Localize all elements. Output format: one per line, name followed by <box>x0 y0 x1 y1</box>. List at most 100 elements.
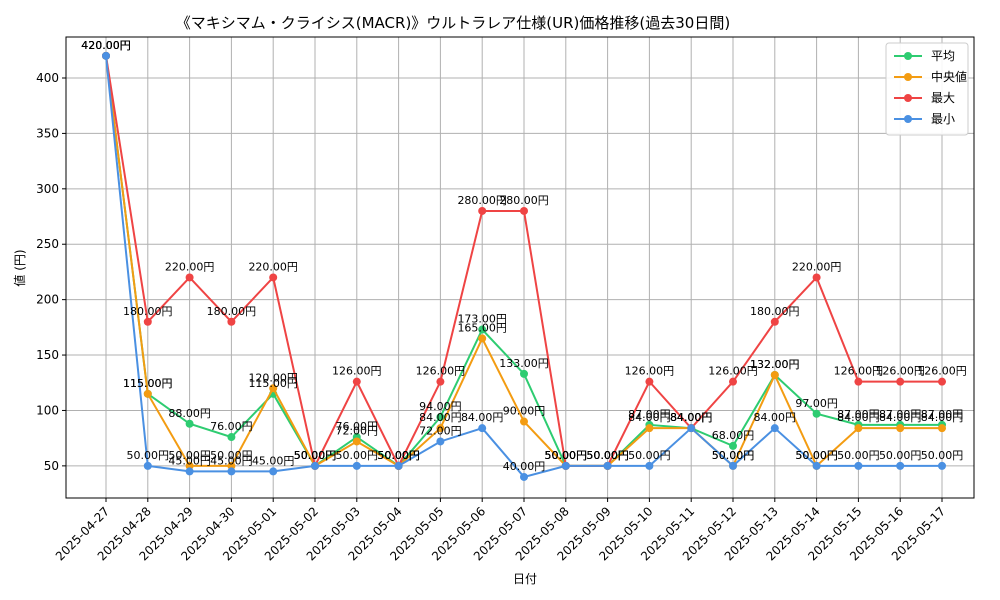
data-label: 87.00円 <box>879 408 922 421</box>
data-label: 50.00円 <box>377 449 420 462</box>
data-point <box>938 424 946 433</box>
data-label: 87.00円 <box>921 408 964 421</box>
data-point <box>687 424 696 433</box>
data-label: 180.00円 <box>750 305 800 318</box>
data-label: 50.00円 <box>545 449 588 462</box>
data-label: 420.00円 <box>81 39 131 52</box>
data-point <box>352 377 361 386</box>
data-label: 90.00円 <box>503 405 546 418</box>
data-label: 87.00円 <box>837 408 880 421</box>
data-point <box>812 409 821 418</box>
data-point <box>436 424 445 433</box>
data-point <box>896 377 905 386</box>
data-point <box>938 377 946 386</box>
data-label: 94.00円 <box>419 400 462 413</box>
data-label: 280.00円 <box>499 194 549 207</box>
data-point <box>812 461 821 470</box>
data-label: 115.00円 <box>123 377 173 390</box>
data-point <box>227 433 236 442</box>
chart-title: 《マキシマム・クライシス(MACR)》ウルトラレア仕様(UR)価格推移(過去30… <box>176 14 730 32</box>
data-label: 84.00円 <box>670 411 713 424</box>
data-label: 50.00円 <box>837 449 880 462</box>
data-label: 87.00円 <box>628 408 671 421</box>
data-point <box>352 461 361 470</box>
data-label: 84.00円 <box>670 411 713 424</box>
data-label: 126.00円 <box>332 365 382 378</box>
data-label: 180.00円 <box>123 305 173 318</box>
data-point <box>478 325 487 334</box>
data-label: 50.00円 <box>586 449 629 462</box>
data-label: 72.00円 <box>419 424 462 437</box>
data-point <box>896 461 905 470</box>
data-label: 72.00円 <box>336 424 379 437</box>
data-label: 126.00円 <box>416 365 466 378</box>
data-label: 126.00円 <box>625 365 675 378</box>
legend-marker <box>904 94 912 102</box>
data-label: 97.00円 <box>795 397 838 410</box>
y-tick-label: 100 <box>36 403 59 417</box>
data-point <box>227 317 236 326</box>
data-point <box>729 377 737 386</box>
data-point <box>227 467 236 476</box>
data-point <box>143 461 152 470</box>
data-label: 120.00円 <box>248 371 298 384</box>
data-label: 126.00円 <box>875 365 925 378</box>
legend-label: 中央値 <box>931 69 967 84</box>
data-point <box>185 273 194 282</box>
data-point <box>143 389 152 398</box>
data-point <box>436 413 445 422</box>
data-point <box>227 461 236 470</box>
data-label: 165.00円 <box>457 321 507 334</box>
legend-label: 平均 <box>931 49 955 63</box>
data-label: 50.00円 <box>210 449 253 462</box>
data-point <box>520 206 528 215</box>
data-point <box>938 461 946 470</box>
data-label: 50.00円 <box>336 449 379 462</box>
data-label: 84.00円 <box>921 411 964 424</box>
legend-label: 最大 <box>931 91 955 105</box>
data-label: 132.00円 <box>750 358 800 371</box>
data-point <box>854 424 863 433</box>
data-point <box>311 461 319 470</box>
data-label: 50.00円 <box>545 449 588 462</box>
data-label: 115.00円 <box>248 377 298 390</box>
data-label: 84.00円 <box>419 411 462 424</box>
data-label: 84.00円 <box>754 411 797 424</box>
data-labels: 420.00円115.00円88.00円76.00円115.00円50.00円7… <box>81 39 967 473</box>
data-point <box>394 461 403 470</box>
y-axis-title: 値 (円) <box>12 249 27 286</box>
y-tick-label: 50 <box>44 459 59 473</box>
data-label: 50.00円 <box>712 449 755 462</box>
data-label: 50.00円 <box>294 449 337 462</box>
data-label: 50.00円 <box>377 449 420 462</box>
data-label: 45.00円 <box>252 454 295 467</box>
data-point <box>770 317 779 326</box>
data-label: 45.00円 <box>168 454 211 467</box>
data-point <box>645 377 654 386</box>
legend-marker <box>904 115 912 123</box>
data-label: 220.00円 <box>165 260 215 273</box>
legend-box <box>885 42 969 136</box>
data-point <box>729 461 737 470</box>
plot-area-frame <box>65 36 975 499</box>
series-lines <box>102 51 946 481</box>
data-point <box>770 370 779 379</box>
data-label: 84.00円 <box>670 411 713 424</box>
data-label: 50.00円 <box>168 449 211 462</box>
data-point <box>729 441 737 450</box>
data-label: 68.00円 <box>712 429 755 442</box>
data-point <box>603 461 612 470</box>
data-label: 50.00円 <box>294 449 337 462</box>
data-point <box>269 467 278 476</box>
data-label: 84.00円 <box>879 411 922 424</box>
data-label: 50.00円 <box>545 449 588 462</box>
data-label: 84.00円 <box>670 411 713 424</box>
data-label: 50.00円 <box>127 449 170 462</box>
data-point <box>520 472 528 481</box>
data-label: 50.00円 <box>586 449 629 462</box>
data-point <box>185 461 194 470</box>
data-label: 50.00円 <box>294 449 337 462</box>
data-point <box>896 424 905 433</box>
